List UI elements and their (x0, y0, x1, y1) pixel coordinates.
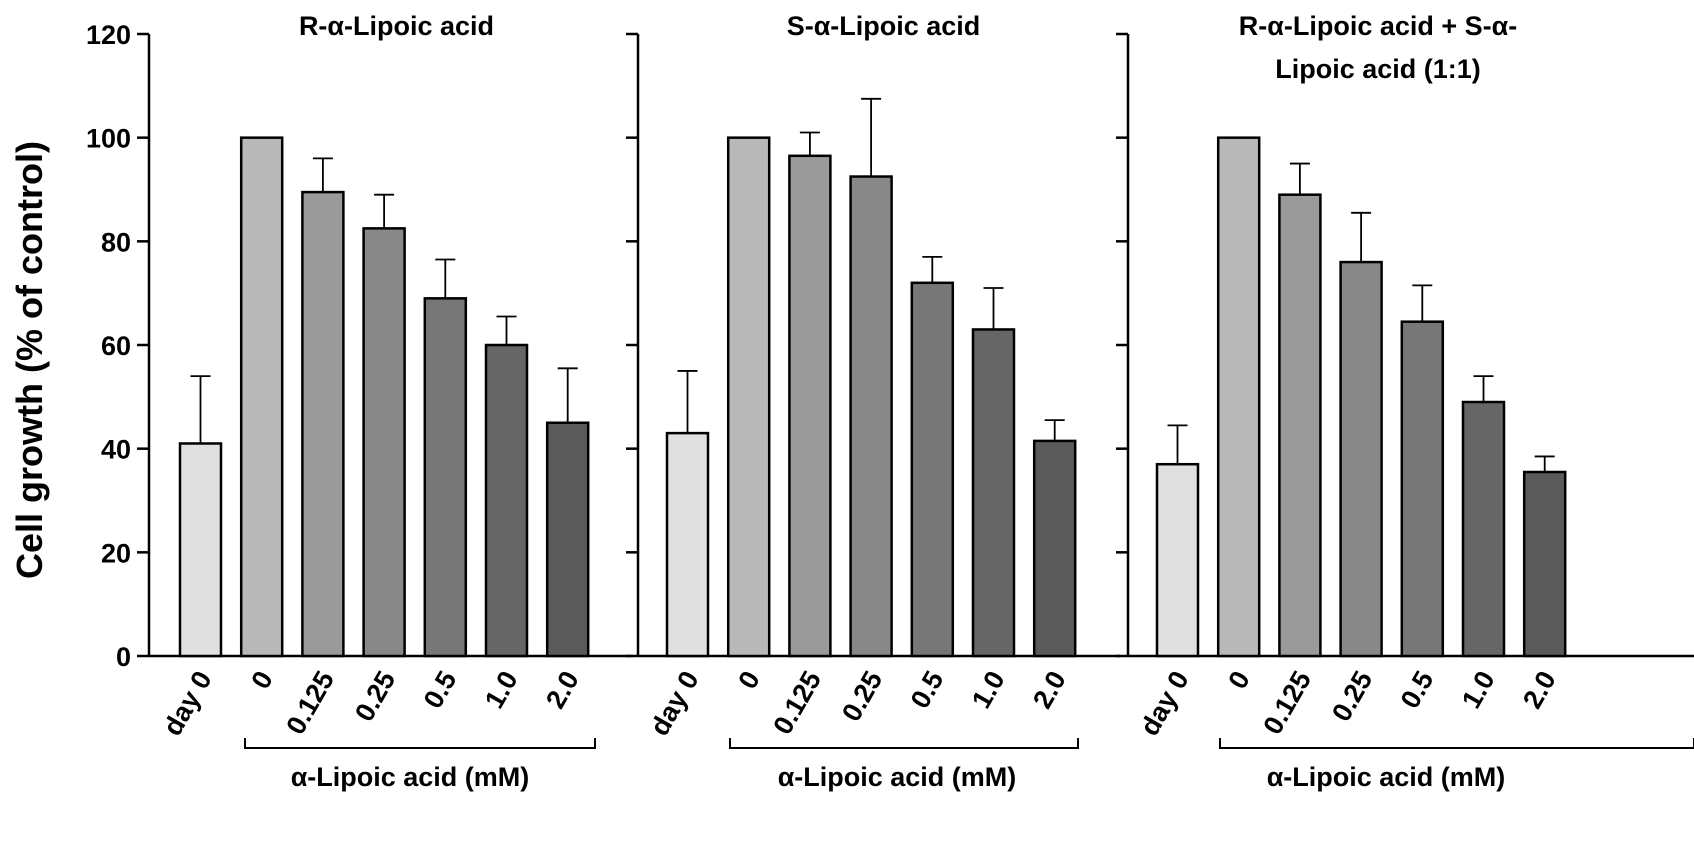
x-tick-label: 0.125 (767, 666, 827, 740)
bar (971, 328, 1016, 658)
bar (484, 343, 529, 658)
panel-title: R-α-Lipoic acid + S-α- (1239, 11, 1517, 41)
bar (545, 421, 590, 658)
x-tick-label: 1.0 (1456, 666, 1501, 714)
bar (423, 297, 468, 658)
panel-title: R-α-Lipoic acid (299, 11, 494, 41)
concentration-bracket (1219, 738, 1694, 749)
x-axis-label: α-Lipoic acid (mM) (291, 762, 530, 792)
x-tick-label: 2.0 (1517, 666, 1562, 714)
concentration-bracket (244, 738, 596, 749)
x-tick-label: day 0 (157, 666, 218, 741)
x-tick-label: 0 (732, 666, 765, 694)
bar (239, 136, 284, 658)
bar (726, 136, 771, 658)
bar (301, 190, 345, 658)
bar (665, 431, 710, 658)
bar (910, 281, 955, 658)
bar (1339, 260, 1383, 658)
x-tick-label: 0.25 (836, 666, 888, 727)
bar (849, 175, 893, 658)
bar (1522, 470, 1567, 658)
y-tick-label: 100 (86, 124, 131, 154)
x-tick-label: day 0 (644, 666, 705, 741)
y-tick-label: 20 (101, 538, 131, 568)
bar (1400, 320, 1445, 658)
x-tick-label: 0.25 (349, 666, 401, 727)
x-tick-label: 0.25 (1326, 666, 1378, 727)
x-tick-label: day 0 (1134, 666, 1195, 741)
x-tick-label: 0.5 (1395, 666, 1440, 714)
concentration-bracket (729, 738, 1079, 749)
x-tick-label: 0 (1222, 666, 1255, 694)
x-tick-label: 0.125 (1257, 666, 1317, 740)
y-axis-label: Cell growth (% of control) (9, 141, 50, 579)
x-tick-label: 2.0 (540, 666, 585, 714)
bar (1278, 193, 1322, 658)
bar (1155, 462, 1200, 658)
panel-title: Lipoic acid (1:1) (1275, 54, 1481, 84)
x-tick-label: 2.0 (1027, 666, 1072, 714)
x-tick-label: 0 (245, 666, 278, 694)
y-tick-label: 120 (86, 20, 131, 50)
bar (362, 227, 406, 658)
bar (1032, 439, 1077, 658)
x-axis-label: α-Lipoic acid (mM) (1267, 762, 1506, 792)
bar (788, 154, 832, 658)
x-tick-label: 0.5 (418, 666, 463, 714)
x-tick-label: 0.125 (280, 666, 340, 740)
bar (178, 442, 223, 658)
x-axis-label: α-Lipoic acid (mM) (778, 762, 1017, 792)
y-tick-label: 80 (101, 227, 131, 257)
bar (1216, 136, 1261, 658)
y-tick-label: 60 (101, 331, 131, 361)
x-tick-label: 0.5 (905, 666, 950, 714)
panel-title: S-α-Lipoic acid (787, 11, 981, 41)
x-tick-label: 1.0 (966, 666, 1011, 714)
bar (1461, 400, 1506, 658)
y-tick-label: 40 (101, 435, 131, 465)
y-tick-label: 0 (116, 642, 131, 672)
x-tick-label: 1.0 (479, 666, 524, 714)
